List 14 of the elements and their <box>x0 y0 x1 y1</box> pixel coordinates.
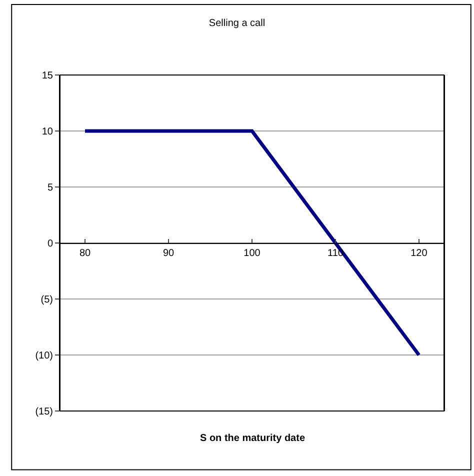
x-tick-label: 110 <box>328 248 344 259</box>
x-tick-label: 80 <box>79 248 92 259</box>
y-tick-label: (5) <box>40 294 53 306</box>
x-tick-label: 120 <box>410 248 428 259</box>
x-tick-label: 90 <box>162 248 175 259</box>
y-tick-label: 10 <box>42 126 54 138</box>
y-tick-label: 15 <box>42 70 54 82</box>
y-tick-label: 5 <box>47 182 54 194</box>
y-tick-label: 0 <box>47 238 54 250</box>
y-tick-label: (10) <box>35 350 53 362</box>
x-tick-label: 100 <box>244 248 261 259</box>
y-tick-label: (15) <box>35 406 53 418</box>
x-axis-title: S on the maturity date <box>200 433 306 444</box>
chart-title: Selling a call <box>208 18 266 30</box>
